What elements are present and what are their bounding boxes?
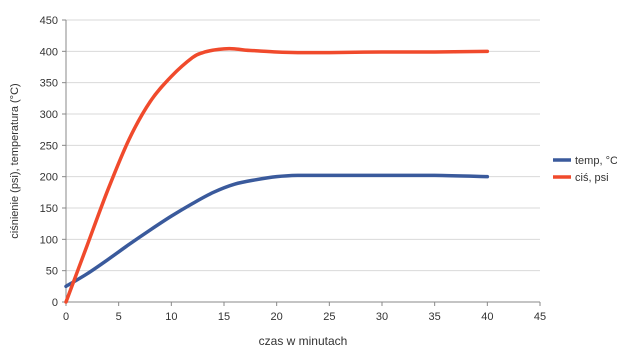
y-tick-label: 350: [40, 78, 58, 90]
y-tick-label: 250: [40, 140, 58, 152]
y-axis-title: ciśnienie (psi), temperatura (°C): [9, 83, 21, 238]
series-line-temp: [64, 173, 490, 289]
series-line-pressure: [64, 46, 490, 304]
x-tick-label: 35: [429, 311, 441, 323]
x-tick-label: 25: [323, 311, 335, 323]
x-tick-label: 0: [63, 311, 69, 323]
x-tick-label: 5: [116, 311, 122, 323]
y-tick-label: 400: [40, 46, 58, 58]
x-tick-label: 30: [376, 311, 388, 323]
series-lines: [64, 46, 490, 304]
x-tick-label: 40: [481, 311, 493, 323]
y-tick-label: 0: [52, 297, 58, 309]
x-tick-label: 15: [218, 311, 230, 323]
x-tick-label: 20: [271, 311, 283, 323]
gridlines: [66, 19, 540, 272]
legend-label: temp, °C: [575, 155, 617, 167]
y-tick-label: 100: [40, 234, 58, 246]
y-tick-label: 200: [40, 172, 58, 184]
axes: [65, 20, 540, 303]
x-tick-label: 10: [165, 311, 177, 323]
legend-label: ciś, psi: [575, 172, 609, 184]
legend: temp, °C ciś, psi: [553, 155, 617, 184]
y-tick-label: 50: [46, 266, 58, 278]
x-tick-label: 45: [534, 311, 546, 323]
y-tick-label: 150: [40, 203, 58, 215]
y-tick-label: 450: [40, 15, 58, 27]
tick-labels: 0 50 100 150 200 250 300 350 400 450 0 5 10 15 20 25 30 3…: [40, 15, 546, 323]
y-tick-label: 300: [40, 109, 58, 121]
x-axis-title: czas w minutach: [259, 334, 348, 348]
